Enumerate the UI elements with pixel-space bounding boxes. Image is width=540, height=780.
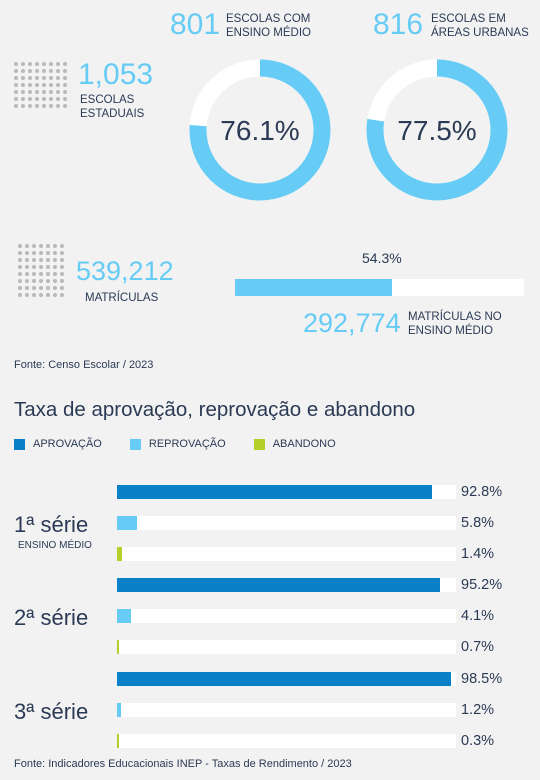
hs-enrollments-number: 292,774: [303, 308, 401, 338]
data-label-aprovacao-1: 92.8%: [461, 484, 503, 500]
bar-aprovacao-3: [117, 672, 451, 686]
bar-abandono-2: [117, 640, 120, 654]
bar-aprovacao-2: [117, 578, 440, 592]
urban-schools-number: 816: [373, 8, 424, 41]
enrollments-label: MATRÍCULAS: [85, 292, 159, 304]
hs-schools-label: ESCOLAS COM ENSINO MÉDIO: [226, 13, 311, 39]
bar-reprovacao-2: [117, 609, 131, 623]
chart-title: Taxa de aprovação, reprovação e abandono: [14, 398, 416, 421]
category-sublabel-1: ENSINO MÉDIO: [18, 540, 92, 551]
enrollment-icon: [18, 244, 64, 297]
source-census: Fonte: Censo Escolar / 2023: [14, 359, 154, 371]
bar-track-abandono-3: [117, 734, 456, 748]
hs-enroll-pct: 54.3%: [362, 250, 402, 266]
data-label-reprovacao-3: 1.2%: [461, 702, 495, 718]
hs-enroll-bar-fill: [235, 279, 392, 296]
legend-label-aprovacao: APROVAÇÃO: [33, 438, 102, 450]
schools-total-label: ESCOLAS ESTADUAIS: [80, 94, 145, 120]
hs-schools-number: 801: [170, 8, 221, 41]
hs-schools-pct: 76.1%: [220, 115, 300, 146]
legend-item-reprovacao: REPROVAÇÃO: [129, 438, 226, 450]
bar-track-aprovacao-3: [117, 672, 456, 686]
chart-legend: APROVAÇÃO REPROVAÇÃO ABANDONO: [14, 438, 336, 450]
bar-track-aprovacao-1: [117, 485, 456, 499]
legend-label-abandono: ABANDONO: [272, 438, 336, 450]
schools-total-number: 1,053: [78, 58, 154, 91]
urban-schools-pct: 77.5%: [397, 115, 477, 146]
legend-item-abandono: ABANDONO: [253, 438, 336, 450]
data-label-reprovacao-1: 5.8%: [461, 515, 495, 531]
urban-schools-donut: [366, 59, 508, 201]
category-label-2: 2ª série: [14, 605, 89, 630]
bar-track-reprovacao-1: [117, 516, 456, 530]
enrollments-number: 539,212: [76, 256, 174, 286]
hs-schools-donut-arc: [189, 59, 331, 201]
source-inep: Fonte: Indicadores Educacionais INEP - T…: [14, 758, 352, 770]
bar-aprovacao-1: [117, 485, 432, 499]
category-label-3: 3ª série: [14, 699, 89, 724]
data-label-aprovacao-2: 95.2%: [461, 577, 503, 593]
bar-track-aprovacao-2: [117, 578, 456, 592]
bar-reprovacao-3: [117, 703, 122, 717]
bar-abandono-3: [117, 734, 119, 748]
legend-label-reprovacao: REPROVAÇÃO: [148, 438, 226, 450]
bar-reprovacao-1: [117, 516, 137, 530]
bar-track-abandono-1: [117, 547, 456, 561]
category-label-1: 1ª série: [14, 512, 89, 537]
hs-enroll-bar-track: [235, 279, 524, 296]
urban-schools-label: ESCOLAS EM ÁREAS URBANAS: [431, 13, 529, 39]
bar-abandono-1: [117, 547, 122, 561]
legend-item-aprovacao: APROVAÇÃO: [14, 438, 102, 450]
school-building-icon: [14, 62, 67, 108]
data-label-aprovacao-3: 98.5%: [461, 671, 503, 687]
legend-swatch-aprovacao: [14, 438, 25, 450]
hs-enrollments-label: MATRÍCULAS NO ENSINO MÉDIO: [408, 311, 502, 337]
legend-swatch-reprovacao: [129, 438, 141, 450]
legend-swatch-abandono: [253, 438, 265, 450]
data-label-abandono-2: 0.7%: [461, 639, 495, 655]
bar-track-reprovacao-3: [117, 703, 456, 717]
bar-track-abandono-2: [117, 640, 456, 654]
data-label-abandono-1: 1.4%: [461, 546, 495, 562]
data-label-abandono-3: 0.3%: [461, 733, 495, 749]
data-label-reprovacao-2: 4.1%: [461, 608, 495, 624]
bar-track-reprovacao-2: [117, 609, 456, 623]
hs-schools-donut: [189, 59, 331, 201]
urban-schools-donut-arc: [366, 59, 508, 201]
